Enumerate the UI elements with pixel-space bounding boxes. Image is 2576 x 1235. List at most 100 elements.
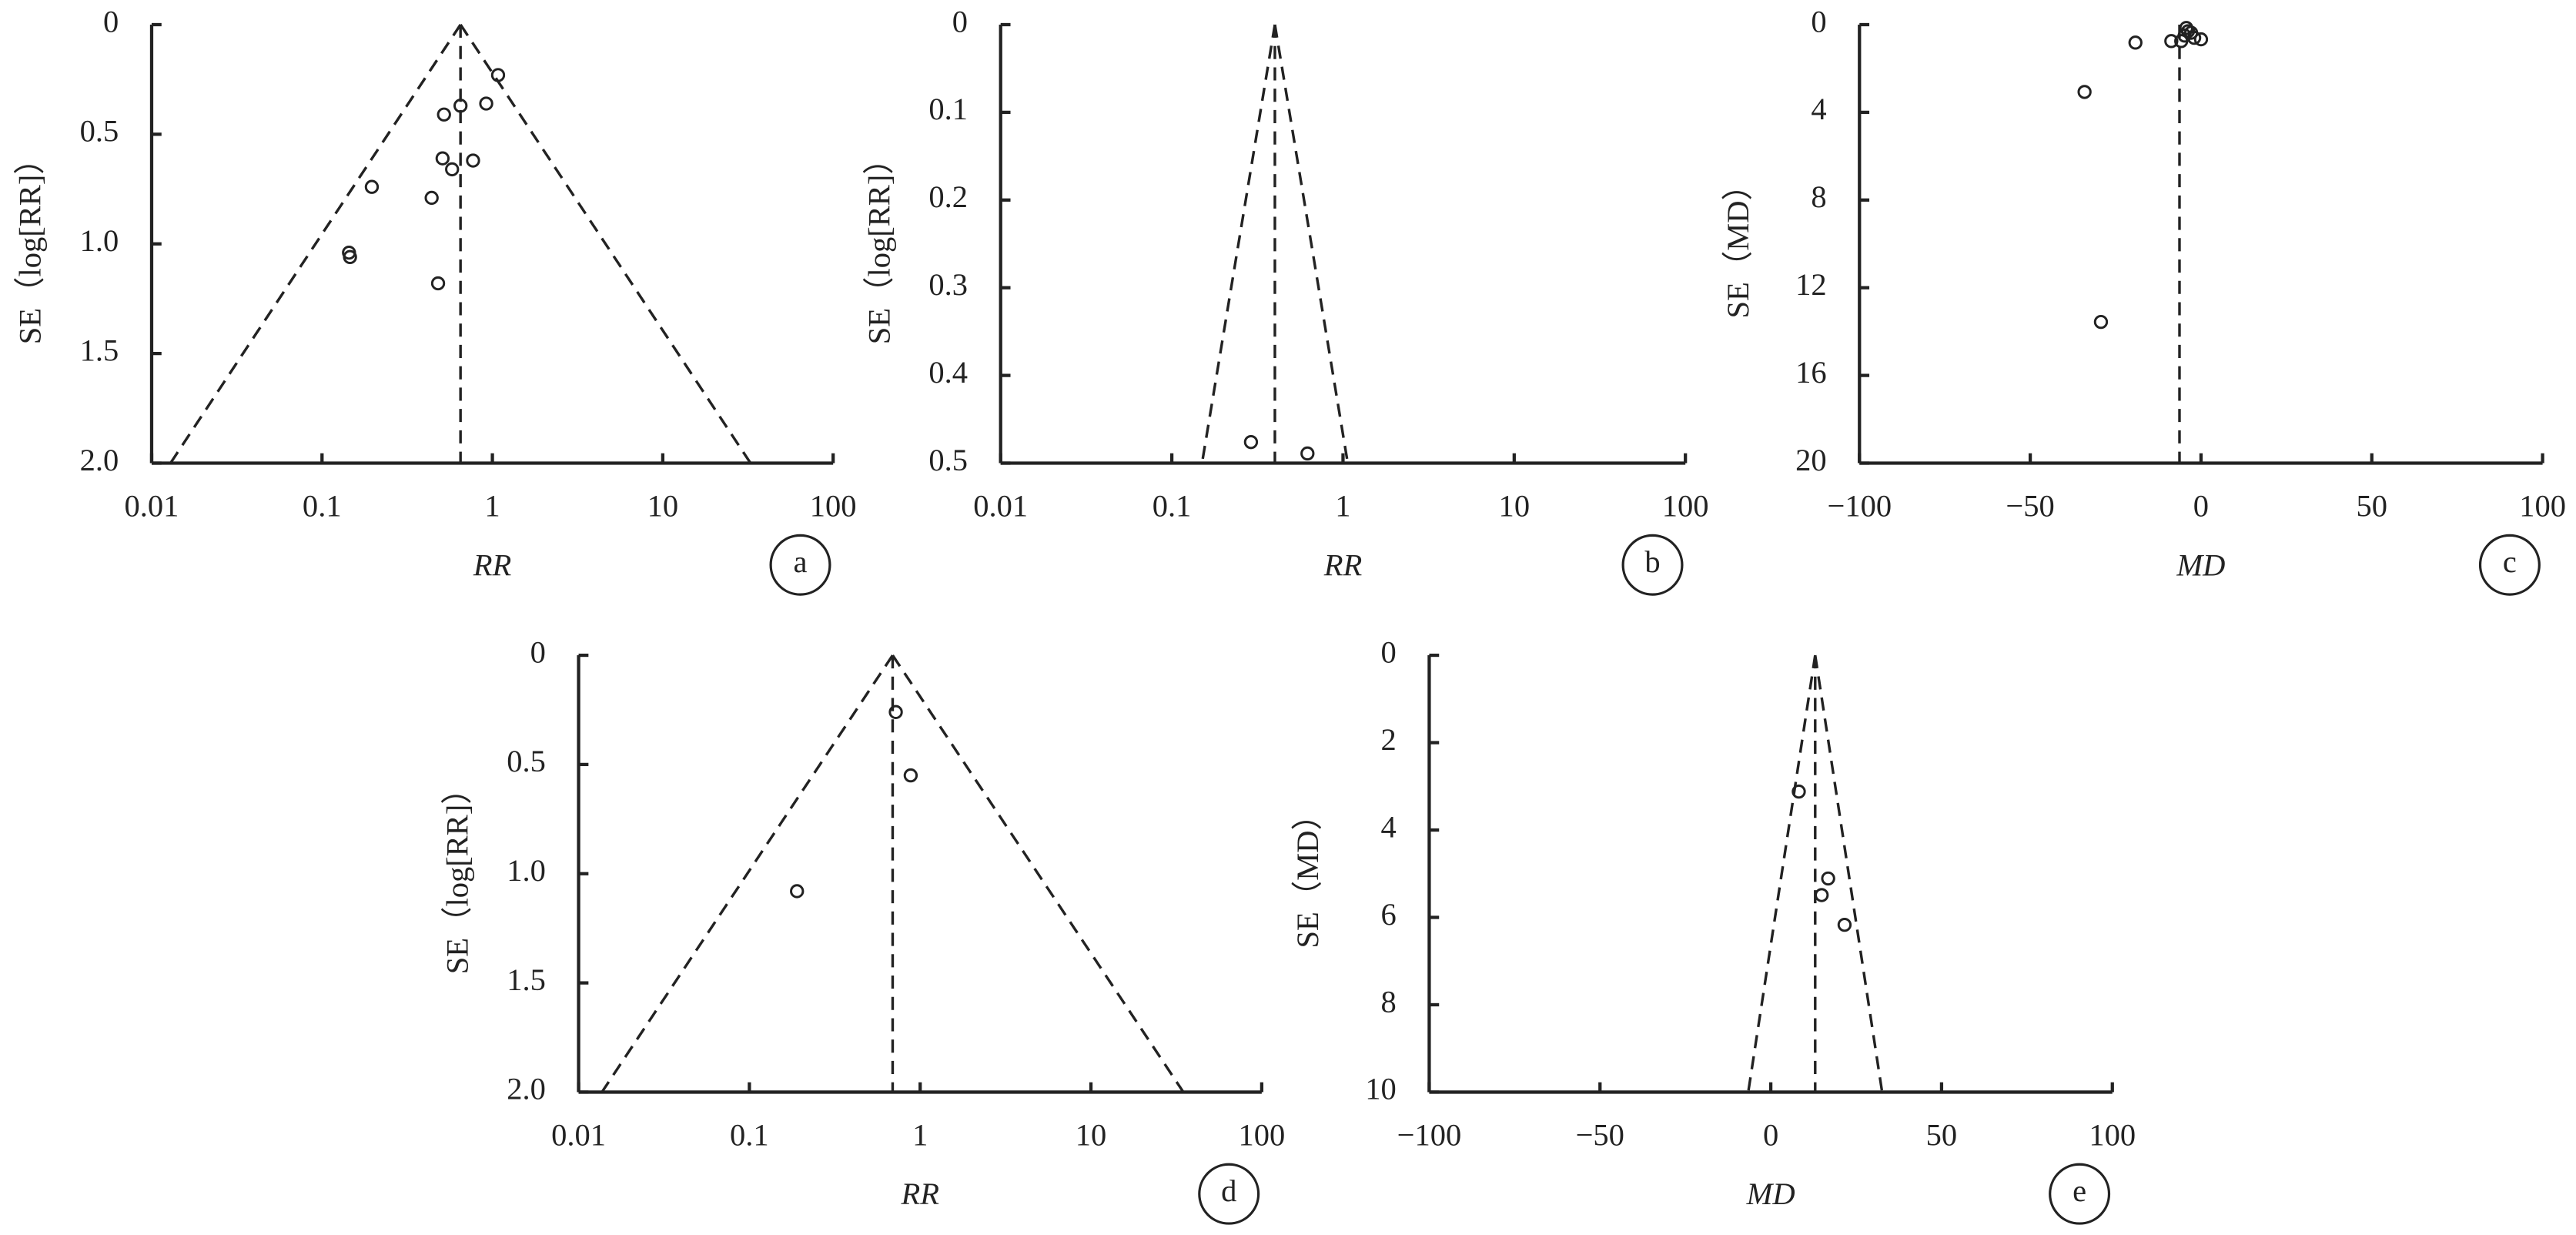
y-tick-label: 10 xyxy=(1365,1072,1397,1106)
x-tick-label: 0 xyxy=(1763,1117,1778,1152)
panel-badge xyxy=(1621,534,1684,596)
study-point xyxy=(364,179,380,194)
funnel-right xyxy=(892,654,1185,1093)
study-point xyxy=(445,162,460,177)
y-tick-label: 1.5 xyxy=(507,962,546,997)
study-point xyxy=(466,153,480,168)
y-tick-label: 0.2 xyxy=(928,179,968,214)
study-point xyxy=(437,107,451,122)
funnel-right xyxy=(1273,24,1350,464)
x-tick-label: 100 xyxy=(1662,489,1709,524)
y-tick-label: 0 xyxy=(952,4,968,38)
y-tick-label: 0 xyxy=(530,634,546,669)
y-tick-label: 1.0 xyxy=(80,223,119,258)
study-point xyxy=(424,190,439,206)
x-tick-label: 0.1 xyxy=(730,1117,769,1152)
x-tick-label: 100 xyxy=(2519,489,2566,524)
x-tick-label: 0 xyxy=(2193,489,2209,524)
study-point xyxy=(2193,32,2209,47)
panel-badge xyxy=(2478,534,2541,596)
x-tick-label: −50 xyxy=(2006,489,2054,524)
funnel-left xyxy=(1747,654,1817,1093)
x-tick-label: 1 xyxy=(1335,489,1350,524)
panel-badge xyxy=(769,534,831,596)
x-tick-label: −50 xyxy=(1576,1117,1624,1152)
study-point xyxy=(790,884,805,899)
x-tick-label: −100 xyxy=(1397,1117,1462,1152)
x-axis-label: RR xyxy=(473,547,512,582)
study-point xyxy=(2128,35,2143,50)
study-point xyxy=(2077,85,2092,99)
x-tick-label: 100 xyxy=(1238,1117,1285,1152)
y-tick-label: 12 xyxy=(1795,267,1827,302)
study-point xyxy=(1243,434,1259,450)
y-tick-label: 2 xyxy=(1381,722,1397,757)
y-tick-label: 16 xyxy=(1795,355,1827,390)
funnel-left xyxy=(601,654,894,1093)
study-point xyxy=(2164,34,2179,49)
x-tick-label: 0.01 xyxy=(973,489,1028,524)
x-tick-label: 100 xyxy=(2089,1117,2136,1152)
x-tick-label: 0.01 xyxy=(551,1117,606,1152)
y-axis-label: SE（log[RR]） xyxy=(861,143,896,344)
y-tick-label: 0 xyxy=(1811,4,1826,38)
y-tick-label: 0.5 xyxy=(507,744,546,778)
y-axis-label: SE（MD） xyxy=(1721,169,1755,319)
y-axis-label: SE（log[RR]） xyxy=(440,773,474,974)
study-point xyxy=(479,96,493,111)
panel-label: e xyxy=(2073,1173,2086,1208)
panel-label: a xyxy=(794,544,808,579)
y-tick-label: 8 xyxy=(1381,984,1397,1019)
y-tick-label: 6 xyxy=(1381,897,1397,932)
x-tick-label: 1 xyxy=(912,1117,928,1152)
x-tick-label: 10 xyxy=(1499,489,1531,524)
study-point xyxy=(1815,888,1829,902)
x-axis-label: RR xyxy=(1323,547,1363,582)
y-tick-label: 4 xyxy=(1381,809,1397,844)
study-point xyxy=(1791,784,1806,799)
y-tick-label: 0.3 xyxy=(928,267,968,302)
study-point xyxy=(888,705,903,719)
x-tick-label: 1 xyxy=(484,489,500,524)
x-tick-label: 10 xyxy=(1076,1117,1107,1152)
y-tick-label: 0.4 xyxy=(928,355,968,390)
y-axis-label: SE（log[RR]） xyxy=(13,143,48,344)
x-axis-label: MD xyxy=(2176,547,2225,582)
y-tick-label: 4 xyxy=(1811,92,1826,126)
x-tick-label: 0.1 xyxy=(1153,489,1192,524)
y-tick-label: 0 xyxy=(103,4,119,38)
panel-badge xyxy=(2049,1163,2111,1225)
funnel-right xyxy=(1814,654,1884,1093)
study-point xyxy=(1300,446,1315,461)
study-point xyxy=(490,68,506,82)
panel-badge xyxy=(1198,1163,1260,1225)
panel-label: b xyxy=(1644,544,1660,579)
y-tick-label: 8 xyxy=(1811,179,1826,214)
y-tick-label: 2.0 xyxy=(80,443,119,477)
funnel-left xyxy=(1200,24,1276,464)
study-point xyxy=(903,768,918,783)
y-tick-label: 0.1 xyxy=(928,92,968,126)
x-tick-label: 0.1 xyxy=(303,489,342,524)
y-tick-label: 0 xyxy=(1381,634,1397,669)
y-tick-label: 20 xyxy=(1795,443,1827,477)
funnel-left xyxy=(169,24,462,464)
panel-label: d xyxy=(1221,1173,1236,1208)
study-point xyxy=(453,99,468,113)
x-axis-label: RR xyxy=(900,1176,939,1211)
study-point xyxy=(2174,34,2189,49)
x-tick-label: −100 xyxy=(1827,489,1892,524)
y-tick-label: 0.5 xyxy=(928,443,968,477)
y-tick-label: 0.5 xyxy=(80,114,119,149)
study-point xyxy=(435,151,450,166)
x-tick-label: 0.01 xyxy=(125,489,179,524)
study-point xyxy=(1837,917,1852,932)
study-point xyxy=(343,249,357,265)
y-axis-label: SE（MD） xyxy=(1290,799,1325,949)
panel-label: c xyxy=(2503,544,2517,579)
y-tick-label: 1.0 xyxy=(507,853,546,888)
x-tick-label: 10 xyxy=(647,489,679,524)
x-axis-label: MD xyxy=(1746,1176,1795,1211)
x-tick-label: 100 xyxy=(810,489,857,524)
